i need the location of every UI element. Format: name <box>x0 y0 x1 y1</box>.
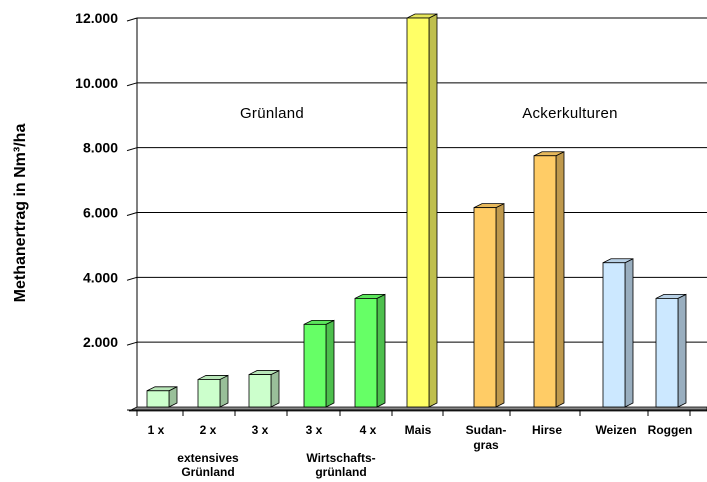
x-category-label: Mais <box>405 423 432 437</box>
y-axis-ticks: 2.000 4.000 6.000 8.000 10.000 12.000 <box>75 10 138 350</box>
bar-front <box>533 155 557 408</box>
bar <box>406 13 438 408</box>
annotation-gruenland: Grünland <box>240 105 304 122</box>
category-groups: extensives Grünland Wirtschafts-grünland <box>177 451 375 479</box>
bar <box>197 374 229 408</box>
chart-floor <box>127 406 707 416</box>
y-tick-label: 12.000 <box>75 10 118 26</box>
x-category-label: Roggen <box>648 423 693 437</box>
y-tick-label: 10.000 <box>75 75 118 91</box>
y-tick <box>126 212 138 216</box>
y-tick-label: 6.000 <box>83 205 118 221</box>
bar-front <box>354 298 378 408</box>
bar-side <box>495 202 505 408</box>
bar-front <box>406 17 430 408</box>
x-category-label: 3 x <box>306 423 323 437</box>
y-tick-label: 4.000 <box>83 269 118 285</box>
bar-side <box>219 374 229 408</box>
x-category-label: Sudan-gras <box>466 423 507 452</box>
bar-side <box>555 151 565 408</box>
y-tick-label: 2.000 <box>83 334 118 350</box>
bar <box>303 319 335 408</box>
annotations: Grünland Ackerkulturen <box>240 105 618 122</box>
bar <box>146 386 178 408</box>
y-tick-label: 8.000 <box>83 140 118 156</box>
x-category-label: Weizen <box>595 423 636 437</box>
bar-front <box>473 207 497 408</box>
bar-front <box>248 374 272 408</box>
bar-side <box>376 293 386 408</box>
x-category-label: 3 x <box>252 423 269 437</box>
category-group-label: Wirtschafts-grünland <box>306 451 375 479</box>
bar-side <box>270 369 280 408</box>
annotation-ackerkulturen: Ackerkulturen <box>522 105 618 122</box>
bar-side <box>325 319 335 408</box>
bar <box>655 293 687 408</box>
bar-side <box>428 13 438 408</box>
bar <box>354 293 386 408</box>
bar <box>602 258 634 408</box>
x-category-label: 1 x <box>148 423 165 437</box>
bar-front <box>197 379 221 408</box>
x-category-label: 2 x <box>200 423 217 437</box>
bar-front <box>146 390 170 408</box>
bar-front <box>602 262 626 408</box>
bar <box>533 151 565 408</box>
bars <box>146 13 687 408</box>
x-axis-categories: 1 x 2 x 3 x 3 x 4 x Mais Sudan-gras Hirse Weizen… <box>148 423 693 452</box>
bar-side <box>677 293 687 408</box>
y-tick <box>126 82 138 87</box>
y-tick <box>126 17 138 22</box>
bar <box>248 369 280 408</box>
y-tick <box>126 147 138 152</box>
bar-front <box>303 323 327 408</box>
y-tick <box>126 341 138 346</box>
bar-side <box>624 258 634 408</box>
category-group-label: extensives Grünland <box>177 451 239 479</box>
bar-front <box>655 298 679 408</box>
x-category-label: Hirse <box>532 423 562 437</box>
y-tick <box>126 276 138 281</box>
bar <box>473 202 505 408</box>
y-axis-label: Methanertrag in Nm³/ha <box>12 124 29 303</box>
x-category-label: 4 x <box>360 423 377 437</box>
